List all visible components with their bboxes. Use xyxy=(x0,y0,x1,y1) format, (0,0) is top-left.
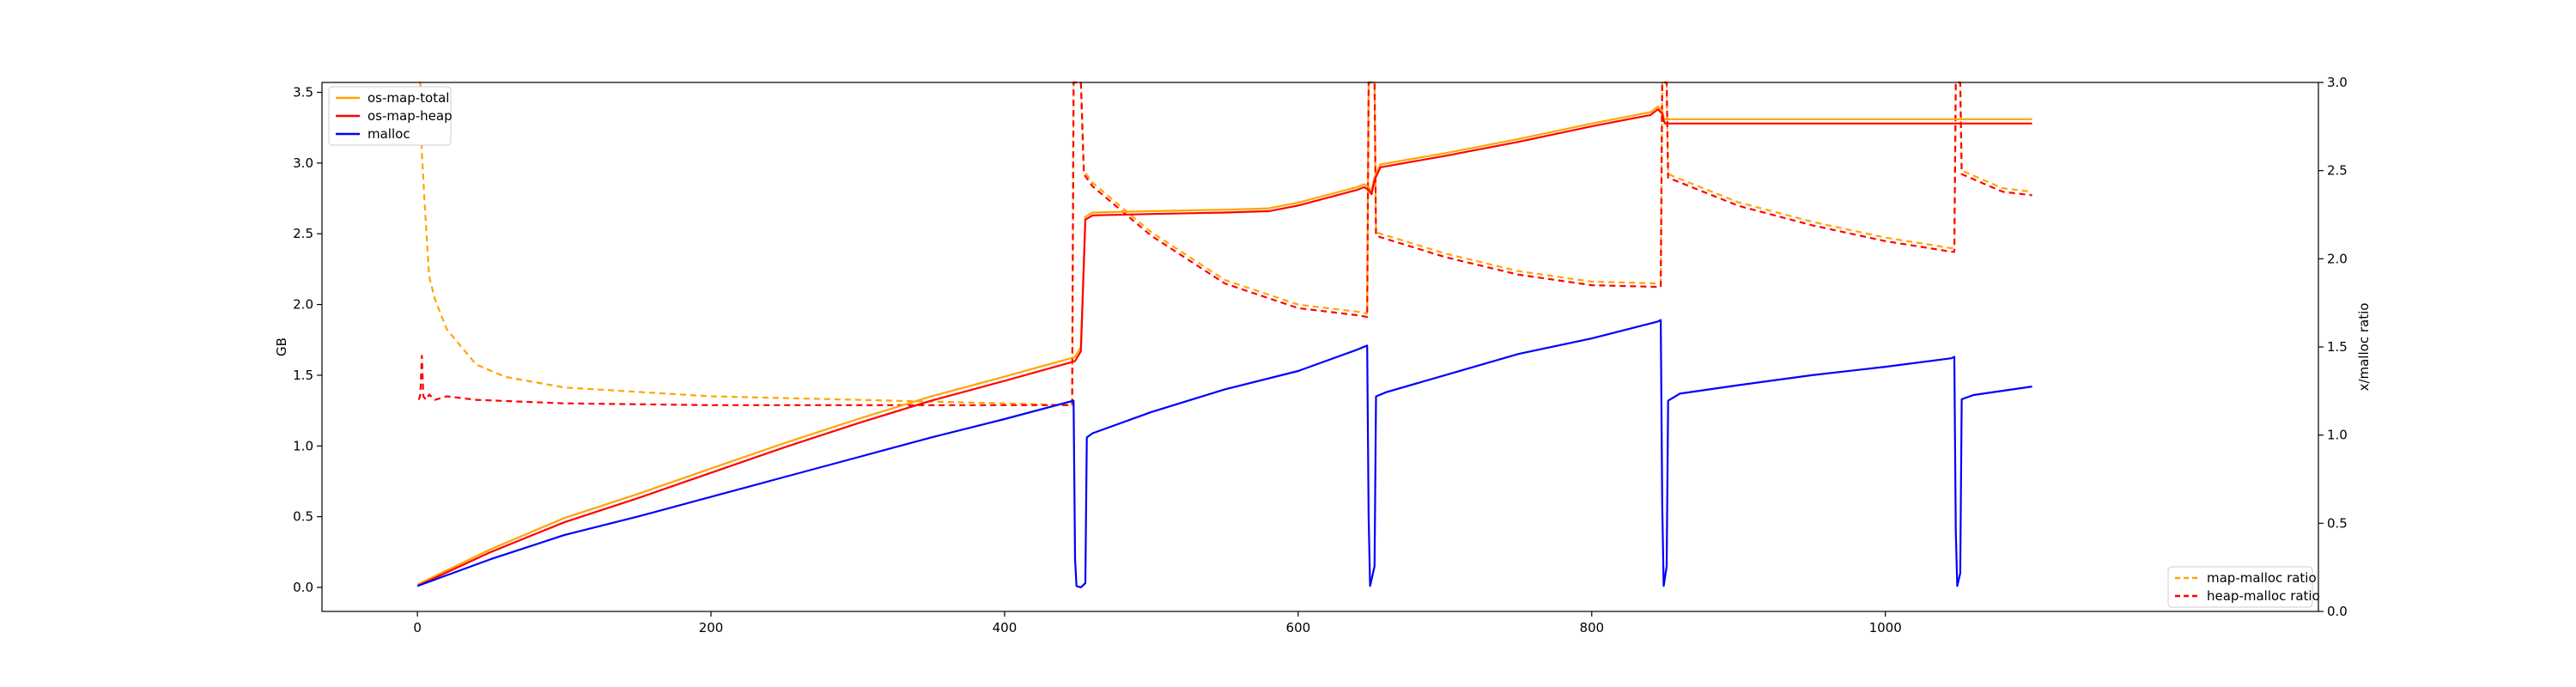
legend-label-map-malloc-ratio: map-malloc ratio xyxy=(2207,570,2317,586)
series-line-os-map-total xyxy=(416,105,2032,586)
plot-background xyxy=(322,82,2318,611)
y-right-tick-label: 1.5 xyxy=(2327,339,2348,355)
y-axis-left-label: GB xyxy=(274,337,289,356)
series-line-malloc xyxy=(416,319,2032,589)
y-right-tick-label: 0.0 xyxy=(2327,604,2348,619)
series-line-os-map-heap xyxy=(416,108,2032,587)
y-left-tick-label: 2.5 xyxy=(293,226,313,241)
x-tick-label: 800 xyxy=(1579,620,1604,635)
y-left-tick-label: 3.0 xyxy=(293,155,313,171)
y-left-tick-label: 0.0 xyxy=(293,580,313,595)
y-left-tick-label: 2.0 xyxy=(293,297,313,313)
x-tick-label: 1000 xyxy=(1869,620,1902,635)
series-line-map-malloc-ratio xyxy=(418,81,2032,406)
legend-label-os-map-total: os-map-total xyxy=(368,90,449,106)
legend-label-heap-malloc-ratio: heap-malloc ratio xyxy=(2207,588,2320,604)
y-left-tick-label: 1.5 xyxy=(293,368,313,383)
y-right-tick-label: 2.5 xyxy=(2327,163,2348,179)
series-line-heap-malloc-ratio xyxy=(417,81,2032,406)
legend-left-box xyxy=(328,86,452,146)
legend-right: map-malloc ratio heap-malloc ratio xyxy=(2167,566,2320,608)
series-layer xyxy=(416,81,2032,589)
y-right-tick-label: 3.0 xyxy=(2327,75,2348,90)
y-axis-right-label: x/malloc ratio xyxy=(2356,303,2372,392)
x-tick-label: 0 xyxy=(413,620,422,635)
y-left-tick-label: 1.0 xyxy=(293,438,313,453)
x-tick-label: 400 xyxy=(993,620,1018,635)
x-tick-label: 200 xyxy=(699,620,724,635)
legend-label-os-map-heap: os-map-heap xyxy=(368,108,453,124)
y-right-tick-label: 2.0 xyxy=(2327,251,2348,266)
y-right-tick-label: 0.5 xyxy=(2327,515,2348,531)
y-right-tick-label: 1.0 xyxy=(2327,428,2348,443)
y-left-tick-label: 0.5 xyxy=(293,509,313,525)
legend-left: os-map-total os-map-heap malloc xyxy=(328,86,453,146)
legend-right-box xyxy=(2167,566,2313,608)
legend-label-malloc: malloc xyxy=(368,126,410,142)
x-tick-label: 600 xyxy=(1286,620,1311,635)
y-left-tick-label: 3.5 xyxy=(293,85,313,100)
axes-layer: 0 200 400 600 800 1000 0.0 0.5 1.0 1.5 2.0 2.5 3.0 3.… xyxy=(293,75,2348,635)
